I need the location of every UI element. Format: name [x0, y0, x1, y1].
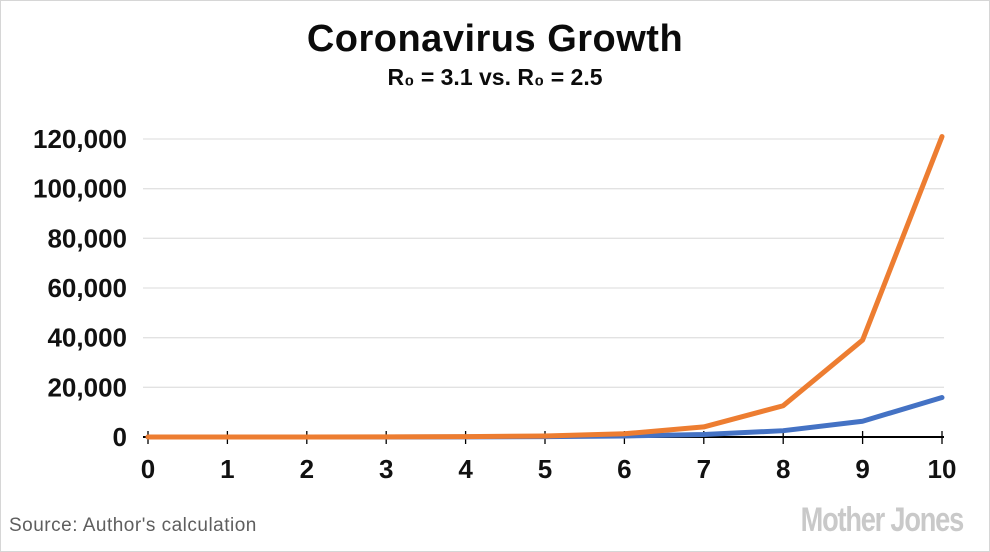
x-tick-label: 7: [697, 454, 711, 484]
series-line-r0-3.1: [145, 134, 945, 440]
x-tick-label: 6: [617, 454, 631, 484]
x-tick-label: 3: [379, 454, 393, 484]
source-note: Source: Author's calculation: [9, 515, 257, 536]
y-tick-label: 120,000: [33, 124, 127, 154]
x-tick-label: 2: [300, 454, 314, 484]
y-tick-label: 60,000: [47, 273, 127, 303]
x-tick-label: 4: [458, 454, 473, 484]
y-tick-label: 0: [113, 422, 127, 452]
y-tick-label: 40,000: [47, 323, 127, 353]
x-tick-label: 10: [928, 454, 957, 484]
x-tick-label: 1: [220, 454, 234, 484]
y-tick-label: 80,000: [47, 223, 127, 253]
y-tick-label: 100,000: [33, 174, 127, 204]
x-tick-label: 0: [141, 454, 155, 484]
x-tick-label: 5: [538, 454, 552, 484]
chart-title: Coronavirus Growth: [306, 18, 684, 60]
x-tick-label: 8: [776, 454, 790, 484]
y-tick-label: 20,000: [47, 372, 127, 402]
mother-jones-logo: Mother Jones: [800, 501, 965, 539]
x-tick-label: 9: [855, 454, 869, 484]
chart-subtitle: R₀ = 3.1 vs. R₀ = 2.5: [387, 64, 603, 90]
